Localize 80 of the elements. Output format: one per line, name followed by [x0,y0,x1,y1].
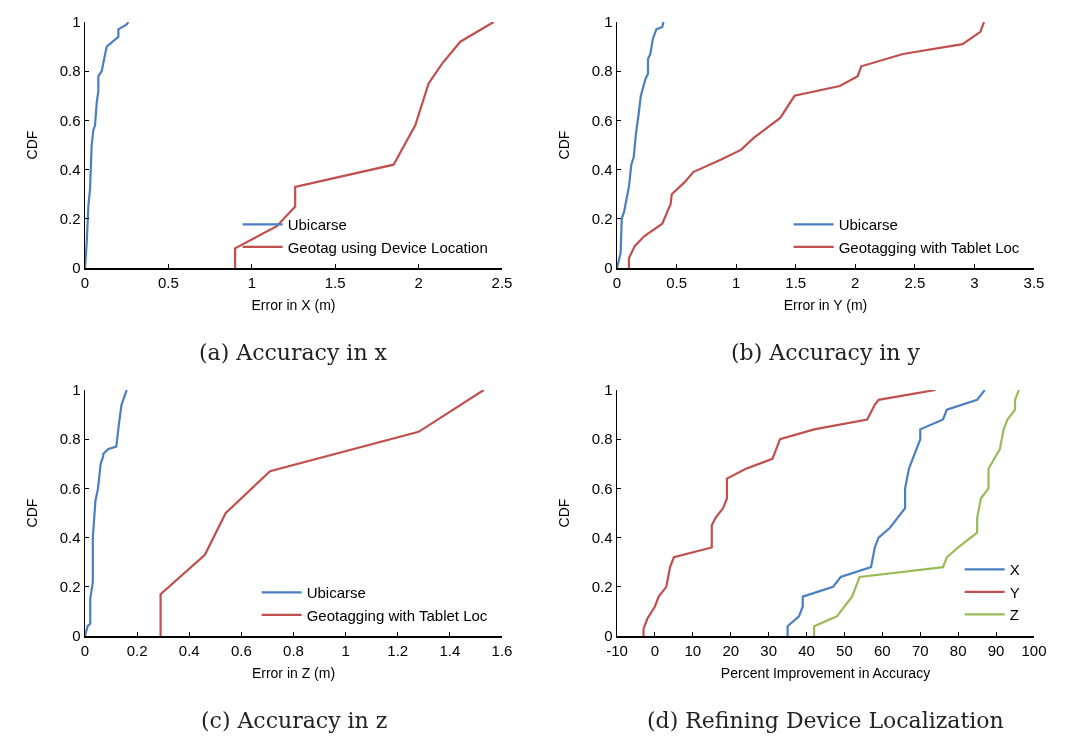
x-tick-label: 0.5 [157,273,179,291]
x-tick-label: 1 [731,273,741,291]
x-tick-label: 40 [798,641,815,659]
x-tick-label: 3.5 [1023,273,1045,291]
x-axis-title: Error in Z (m) [251,664,336,681]
x-tick-label: 100 [1021,641,1047,659]
x-tick-label: 1 [247,273,256,291]
x-tick-label: 0.8 [283,641,304,659]
text: (a) Accuracy in x [199,340,388,365]
y-tick-label: 0.8 [591,62,613,80]
x-axis-title: Error in X (m) [251,296,336,313]
y-tick-label: 0.6 [59,479,81,497]
legend-label: Ubicarse [838,216,898,234]
x-tick-label: 0.4 [178,641,200,659]
y-tick-label: 0.8 [591,430,613,448]
legend-label: Z [1009,606,1019,624]
x-tick-label: 2 [851,273,860,291]
y-tick-label: 1 [72,381,81,399]
x-axis-title: Error in Y (m) [783,296,868,313]
x-tick-label: 1.2 [387,641,409,659]
x-tick-label: 80 [949,641,967,659]
x-tick-label: 3 [970,273,979,291]
y-axis-title: CDF [556,130,573,160]
x-tick-label: 60 [874,641,891,659]
x-tick-label: 0.6 [230,641,252,659]
x-tick-label: 20 [722,641,740,659]
legend-label: X [1009,561,1020,579]
x-tick-label: 0 [650,641,660,659]
text: (d) Refining Device Localization [647,708,1004,733]
y-tick-label: 0.2 [59,210,81,228]
y-tick-label: 1 [604,13,613,31]
line-series [786,390,986,636]
x-tick-label: 2.5 [904,273,926,291]
y-tick-label: 0.2 [59,578,81,596]
y-tick-label: 0.2 [591,578,613,596]
y-tick-label: 0.4 [591,528,613,546]
y-axis-title: CDF [24,130,41,160]
x-tick-label: 0.5 [666,273,687,291]
x-tick-label: 2 [414,273,423,291]
line-series [234,22,495,268]
x-tick-label: 70 [911,641,929,659]
legend-label: Geotagging with Tablet Loc [838,238,1020,256]
x-tick-label: 1.5 [324,273,346,291]
y-tick-label: 0.8 [59,62,81,80]
y-tick-label: 0.4 [59,528,81,546]
legend-label: Ubicarse [306,584,366,602]
x-tick-label: 30 [760,641,777,659]
y-axis-title: CDF [24,498,41,528]
text: (c) Accuracy in z [201,708,388,733]
y-tick-label: 1 [604,381,613,399]
x-tick-label: 1.6 [491,641,513,659]
x-tick-label: 90 [987,641,1005,659]
y-tick-label: 0.8 [59,430,81,448]
legend-label: Y [1009,583,1020,601]
x-tick-label: 1.5 [785,273,807,291]
x-tick-label: 50 [836,641,853,659]
y-tick-label: 0.6 [591,479,613,497]
legend-label: Geotag using Device Location [287,238,488,256]
y-axis-title: CDF [556,498,573,528]
x-tick-label: 1.4 [439,641,461,659]
y-tick-label: 0.6 [591,111,613,129]
y-tick-label: 0.4 [59,160,81,178]
line-series [159,390,485,636]
text: (b) Accuracy in y [731,340,921,365]
legend-label: Geotagging with Tablet Loc [306,606,488,624]
x-tick-label: 1 [341,641,350,659]
x-tick-label: 0.2 [126,641,148,659]
line-series [813,390,1020,636]
y-tick-label: 0.2 [591,210,613,228]
line-series [642,390,937,636]
y-tick-label: 0.4 [591,160,613,178]
legend-label: Ubicarse [287,216,347,234]
y-tick-label: 0 [72,627,81,645]
y-tick-label: 1 [72,13,81,31]
y-tick-label: 0.6 [59,111,81,129]
x-tick-label: 10 [684,641,702,659]
x-tick-label: 2.5 [491,273,513,291]
x-axis-title: Percent Improvement in Accuracy [720,664,931,681]
y-tick-label: 0 [604,259,613,277]
y-tick-label: 0 [72,259,81,277]
